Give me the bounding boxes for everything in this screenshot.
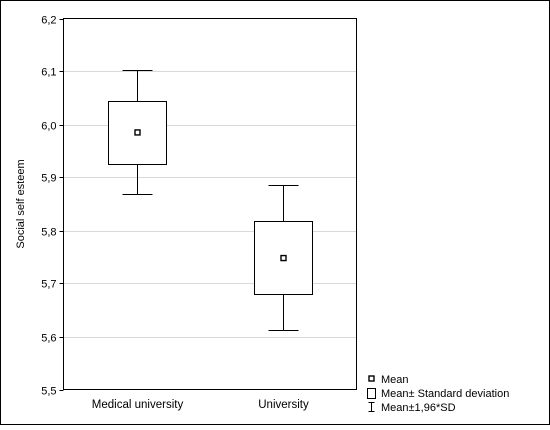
box-groups: [108, 70, 313, 331]
y-tick-label: 6,0: [41, 121, 56, 133]
sd-box: [108, 101, 167, 165]
mean-marker: [134, 129, 141, 136]
category-labels: Medical university University: [92, 399, 309, 411]
legend: Mean Mean± Standard deviation Mean±1,96*…: [367, 374, 509, 414]
y-tick-label: 5,8: [41, 227, 56, 239]
box-group: [254, 185, 313, 331]
plot-area: [63, 18, 357, 390]
y-tick-label: 6,1: [41, 67, 56, 79]
y-axis-ticks: 5,5 5,6 5,7 5,8 5,9 6,0 6,1 6,2: [41, 15, 64, 398]
legend-whisker-label: Mean±1,96*SD: [381, 402, 456, 414]
legend-mean-marker: [368, 375, 375, 382]
legend-mean-label: Mean: [381, 374, 409, 386]
category-label: University: [258, 399, 309, 411]
sd-box: [254, 221, 313, 295]
y-tick-label: 6,2: [41, 15, 56, 27]
legend-box-marker: [367, 388, 376, 399]
mean-marker: [280, 254, 287, 262]
y-tick-label: 5,7: [41, 279, 56, 291]
legend-whisker-marker: [368, 402, 375, 412]
y-tick-label: 5,6: [41, 333, 56, 345]
y-axis-label: Social self esteem: [15, 159, 27, 248]
category-label: Medical university: [92, 399, 184, 411]
legend-box-label: Mean± Standard deviation: [381, 388, 509, 400]
y-tick-label: 5,9: [41, 173, 56, 185]
y-tick-label: 5,5: [41, 386, 56, 398]
box-group: [108, 70, 167, 195]
